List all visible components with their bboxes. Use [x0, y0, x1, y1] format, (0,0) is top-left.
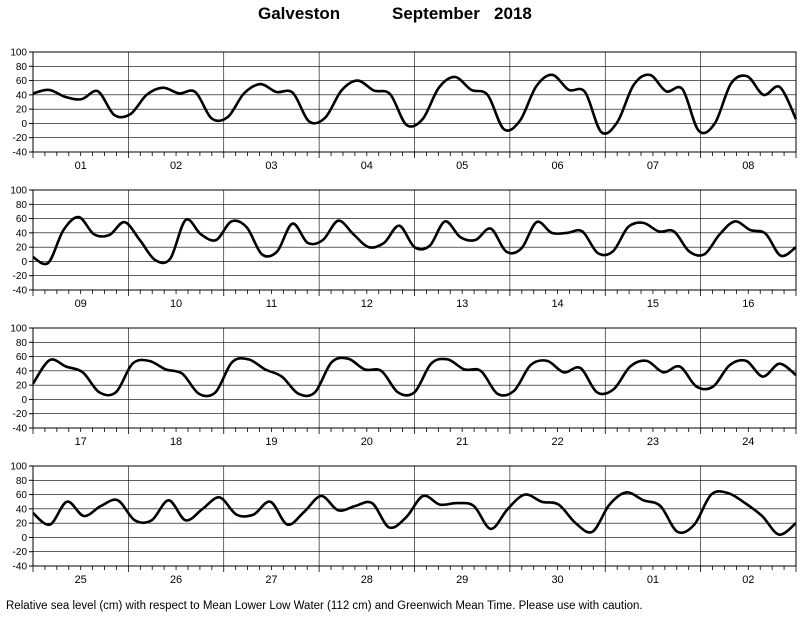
day-label: 06	[551, 160, 563, 172]
day-label: 21	[456, 436, 468, 448]
day-label: 15	[647, 298, 659, 310]
day-label: 24	[742, 436, 754, 448]
y-tick-label: 60	[16, 214, 28, 225]
y-tick-label: -20	[13, 133, 28, 144]
day-label: 11	[266, 298, 277, 310]
y-tick-label: 100	[10, 462, 27, 473]
day-label: 29	[456, 574, 468, 586]
day-label: 14	[551, 298, 563, 310]
day-label: 19	[265, 436, 277, 448]
y-tick-label: 100	[10, 324, 27, 335]
tide-curve	[32, 490, 797, 536]
tide-curve	[31, 356, 797, 398]
y-tick-label: 20	[16, 519, 28, 530]
y-tick-label: -40	[13, 148, 28, 159]
day-label: 16	[742, 298, 754, 310]
y-tick-label: 20	[16, 105, 28, 116]
y-tick-label: 100	[10, 186, 27, 197]
y-tick-label: 40	[16, 90, 28, 101]
y-tick-label: 20	[16, 243, 28, 254]
day-label: 28	[361, 574, 373, 586]
day-label: 01	[647, 574, 659, 586]
y-tick-label: 0	[21, 257, 27, 268]
day-label: 13	[456, 298, 468, 310]
day-label: 07	[647, 160, 659, 172]
day-label: 10	[170, 298, 182, 310]
y-tick-label: 40	[16, 228, 28, 239]
y-tick-label: 60	[16, 76, 28, 87]
day-label: 30	[551, 574, 563, 586]
month-title: September 2018	[392, 4, 532, 24]
day-label: 20	[361, 436, 373, 448]
y-tick-label: -40	[13, 562, 28, 573]
day-label: 26	[170, 574, 182, 586]
day-label: 09	[75, 298, 87, 310]
y-tick-label: 80	[16, 476, 28, 487]
y-tick-label: 60	[16, 352, 28, 363]
y-tick-label: 0	[21, 395, 27, 406]
y-tick-label: 40	[16, 366, 28, 377]
day-label: 27	[265, 574, 277, 586]
day-label: 01	[75, 160, 87, 172]
day-label: 03	[265, 160, 277, 172]
tide-curve	[32, 73, 798, 135]
y-tick-label: 60	[16, 490, 28, 501]
y-tick-label: 0	[21, 119, 27, 130]
y-tick-label: -40	[13, 424, 28, 435]
station-title: Galveston	[258, 4, 341, 23]
day-label: 04	[361, 160, 373, 172]
tide-curve	[32, 215, 797, 266]
y-tick-label: -40	[13, 286, 28, 297]
y-tick-label: -20	[13, 271, 28, 282]
y-tick-label: -20	[13, 409, 28, 420]
y-tick-label: 80	[16, 338, 28, 349]
month-label: September	[392, 4, 480, 23]
year-label: 2018	[494, 4, 532, 23]
day-label: 17	[75, 436, 87, 448]
y-tick-label: 80	[16, 62, 28, 73]
y-tick-label: -20	[13, 547, 28, 558]
y-tick-label: 40	[16, 504, 28, 515]
day-label: 12	[361, 298, 373, 310]
day-label: 02	[742, 574, 754, 586]
y-tick-label: 20	[16, 381, 28, 392]
y-tick-label: 100	[10, 48, 27, 59]
day-label: 25	[75, 574, 87, 586]
day-label: 05	[456, 160, 468, 172]
day-label: 18	[170, 436, 182, 448]
y-tick-label: 80	[16, 200, 28, 211]
day-label: 02	[170, 160, 182, 172]
y-tick-label: 0	[21, 533, 27, 544]
footnote: Relative sea level (cm) with respect to …	[6, 600, 643, 612]
day-label: 22	[551, 436, 563, 448]
day-label: 23	[647, 436, 659, 448]
day-label: 08	[742, 160, 754, 172]
